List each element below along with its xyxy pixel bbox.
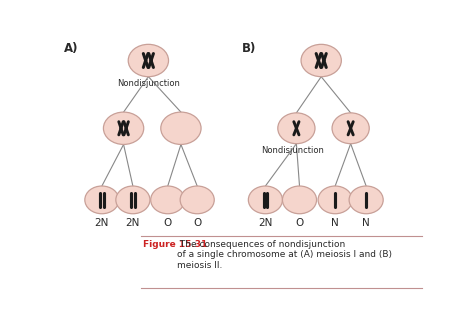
Ellipse shape [161, 112, 201, 144]
Text: N: N [362, 217, 370, 228]
Text: O: O [164, 217, 172, 228]
Text: O: O [295, 217, 304, 228]
Text: Figure 15.31: Figure 15.31 [143, 240, 207, 249]
Ellipse shape [151, 186, 185, 214]
Text: 2N: 2N [258, 217, 273, 228]
Text: 2N: 2N [126, 217, 140, 228]
Ellipse shape [283, 186, 317, 214]
Text: A): A) [64, 42, 78, 55]
Ellipse shape [180, 186, 214, 214]
Ellipse shape [85, 186, 119, 214]
Ellipse shape [248, 186, 283, 214]
Ellipse shape [332, 113, 369, 144]
Ellipse shape [318, 186, 352, 214]
Ellipse shape [116, 186, 150, 214]
Text: B): B) [242, 42, 256, 55]
Ellipse shape [103, 112, 144, 144]
Text: The consequences of nondisjunction
of a single chromosome at (A) meiosis I and (: The consequences of nondisjunction of a … [177, 240, 392, 270]
Ellipse shape [349, 186, 383, 214]
Ellipse shape [128, 44, 169, 77]
Text: O: O [193, 217, 201, 228]
Text: Nondisjunction: Nondisjunction [261, 146, 324, 155]
Text: N: N [331, 217, 339, 228]
Text: 2N: 2N [95, 217, 109, 228]
Text: Nondisjunction: Nondisjunction [117, 79, 180, 88]
Ellipse shape [278, 113, 315, 144]
Ellipse shape [301, 44, 341, 77]
